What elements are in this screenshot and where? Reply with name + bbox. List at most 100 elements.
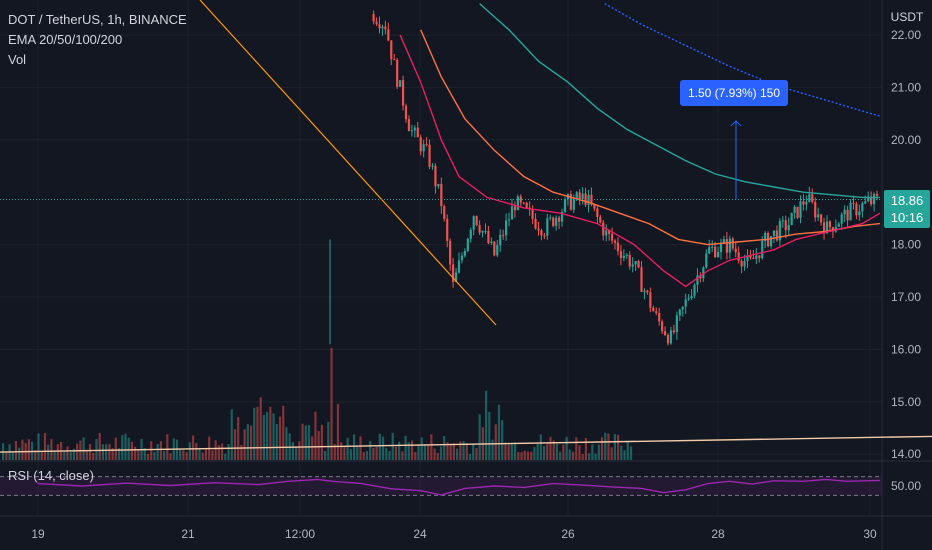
volume-bar [517, 452, 520, 460]
candle [602, 222, 605, 236]
candle [443, 206, 446, 219]
candle [837, 223, 840, 227]
candle [404, 105, 408, 120]
volume-bar [568, 449, 571, 460]
volume-bar [95, 439, 98, 460]
candle [728, 238, 731, 253]
volume-bar [497, 404, 501, 460]
volume-bar [237, 417, 240, 460]
volume-bar [562, 444, 565, 460]
price-tick-label: 17.00 [891, 290, 921, 304]
volume-bar [594, 453, 597, 460]
volume-bar [301, 423, 304, 460]
indicator-volume-label[interactable]: Vol [8, 52, 27, 67]
volume-bar [427, 444, 430, 460]
volume-bar [575, 437, 578, 460]
candle [490, 241, 493, 244]
volume-bar [349, 448, 352, 460]
indicator-ema-label[interactable]: EMA 20/50/100/200 [8, 32, 123, 47]
last-price-tag: 18.86 10:16 [884, 190, 930, 228]
candle [422, 144, 425, 152]
candle [631, 264, 634, 267]
candle [805, 201, 808, 205]
volume-bar [105, 444, 108, 460]
volume-bar [130, 441, 133, 460]
candle [722, 239, 726, 243]
candle [772, 230, 776, 237]
candle [775, 230, 779, 241]
candle [484, 230, 487, 232]
volume-bar [27, 439, 30, 460]
candle [540, 230, 543, 236]
volume-bar [101, 444, 105, 460]
candle [737, 252, 740, 261]
volume-bar [285, 427, 288, 460]
currency-label[interactable]: USDT [890, 10, 924, 24]
volume-bar [295, 446, 298, 460]
ema-20-line [399, 34, 881, 288]
volume-bar [507, 444, 510, 460]
last-price-value: 18.86 [890, 193, 924, 208]
volume-bar [317, 431, 320, 460]
volume-bar [549, 436, 552, 460]
candle [410, 130, 413, 132]
candle [787, 224, 790, 231]
candle [672, 330, 676, 333]
candle [534, 218, 537, 229]
volume-bar [475, 447, 478, 460]
candle [646, 290, 649, 293]
candle [693, 284, 696, 296]
volume-bar [150, 441, 153, 460]
volume-bar [462, 441, 465, 460]
candle [696, 275, 699, 285]
volume-bar [588, 453, 591, 460]
measure-label[interactable]: 1.50 (7.93%) 150 [680, 80, 788, 106]
rsi-label[interactable]: RSI (14, close) [8, 468, 94, 483]
volume-bar [439, 446, 443, 460]
candle [413, 127, 416, 131]
candle [504, 220, 508, 236]
price-tick-label: 16.00 [891, 342, 921, 356]
candle [457, 260, 461, 273]
candle [378, 24, 381, 29]
candle [652, 307, 655, 312]
volume-bar [304, 425, 307, 460]
volume-bar [53, 450, 56, 460]
volume-bar [82, 437, 85, 460]
symbol-title[interactable]: DOT / TetherUS, 1h, BINANCE [8, 12, 187, 27]
volume-bar [591, 444, 594, 460]
candle [525, 202, 528, 208]
volume-bar [220, 443, 224, 460]
candle [563, 199, 567, 212]
volume-bar [66, 446, 69, 460]
volume-bar [40, 451, 43, 460]
volume-bar [98, 432, 101, 460]
candle [469, 229, 472, 239]
volume-bar [114, 437, 117, 460]
volume-bar [249, 425, 253, 460]
candle [401, 80, 405, 106]
volume-bar [365, 451, 369, 460]
candle [831, 227, 834, 232]
volume-bar [417, 445, 420, 460]
candle [496, 245, 499, 256]
price-tick-label: 15.00 [891, 395, 921, 409]
candle [452, 264, 455, 282]
candle [746, 255, 749, 262]
candle [628, 255, 631, 267]
candle [749, 255, 752, 258]
candle [861, 203, 864, 212]
candle [640, 267, 643, 292]
volume-bar [571, 451, 575, 460]
chart-legend: DOT / TetherUS, 1h, BINANCE EMA 20/50/10… [8, 10, 187, 70]
candle [781, 220, 784, 222]
candle [537, 228, 540, 231]
candle [678, 309, 681, 316]
volume-bar [143, 448, 146, 460]
candle [820, 214, 823, 223]
time-tick-label: 24 [413, 527, 427, 541]
candle [637, 261, 640, 268]
volume-bar [597, 444, 600, 460]
candle [407, 119, 411, 132]
